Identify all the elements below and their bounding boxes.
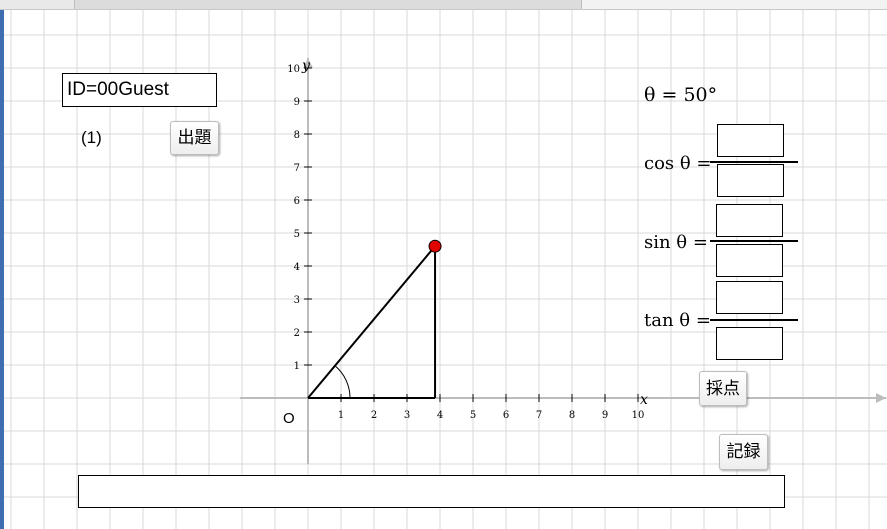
- cos-label: cos θ =: [644, 153, 712, 174]
- x-axis-arrow: [876, 393, 886, 403]
- grade-button[interactable]: 採点: [699, 371, 747, 406]
- new-question-button[interactable]: 出題: [170, 121, 219, 155]
- y-tick-label: 1: [294, 361, 300, 372]
- browser-tab-active[interactable]: [74, 0, 582, 9]
- y-tick-label: 4: [294, 262, 300, 273]
- cos-numerator-input[interactable]: [717, 124, 784, 157]
- y-axis-label: y: [301, 58, 311, 74]
- y-tick-label: 7: [294, 163, 300, 174]
- y-tick-label: 9: [294, 97, 300, 108]
- x-tick-label: 2: [371, 410, 377, 421]
- sin-label: sin θ =: [644, 232, 708, 253]
- x-tick-label: 5: [470, 410, 476, 421]
- x-tick-label: 10: [632, 410, 645, 421]
- user-id-field[interactable]: ID=00Guest: [62, 73, 217, 107]
- sin-numerator-input[interactable]: [716, 204, 783, 237]
- tan-denominator-input[interactable]: [716, 327, 783, 360]
- sin-denominator-input[interactable]: [716, 244, 783, 277]
- x-tick-label: 7: [536, 410, 542, 421]
- x-tick-label: 4: [437, 410, 443, 421]
- y-tick-label: 8: [294, 130, 300, 141]
- y-tick-label: 6: [294, 196, 300, 207]
- tan-fraction-bar: [710, 319, 798, 321]
- browser-tab-bar: [0, 0, 887, 10]
- y-axis-arrow: [303, 58, 313, 68]
- cos-fraction-bar: [710, 161, 798, 163]
- record-button[interactable]: 記録: [719, 434, 768, 470]
- x-tick-label: 1: [338, 410, 344, 421]
- x-tick-label: 3: [404, 410, 410, 421]
- sin-fraction-bar: [710, 240, 798, 242]
- cos-denominator-input[interactable]: [717, 164, 784, 197]
- y-tick-label: 5: [294, 229, 300, 240]
- angle-arc: [334, 365, 351, 399]
- question-number: (1): [81, 128, 102, 147]
- x-tick-label: 8: [569, 410, 575, 421]
- draggable-point[interactable]: [428, 239, 442, 253]
- theta-value: θ = 50°: [644, 84, 718, 106]
- tan-numerator-input[interactable]: [716, 281, 783, 314]
- x-tick-label: 9: [602, 410, 608, 421]
- x-tick-label: 6: [503, 410, 509, 421]
- y-tick-label: 10: [287, 64, 300, 75]
- y-tick-label: 3: [294, 295, 300, 306]
- window-left-edge: [0, 10, 4, 529]
- browser-tab-right[interactable]: [582, 0, 887, 9]
- app-canvas: 1 2 3 4 5 6 7 8 9 10 1 2 3 4 5 6 7 8 9 10 x y O ID=00Guest (1)…: [4, 10, 887, 529]
- hypotenuse-line: [307, 245, 436, 399]
- tan-label: tan θ =: [644, 310, 711, 331]
- origin-label: O: [283, 410, 295, 427]
- y-tick-label: 2: [294, 328, 300, 339]
- status-field[interactable]: [78, 475, 785, 508]
- x-axis-label: x: [640, 392, 648, 408]
